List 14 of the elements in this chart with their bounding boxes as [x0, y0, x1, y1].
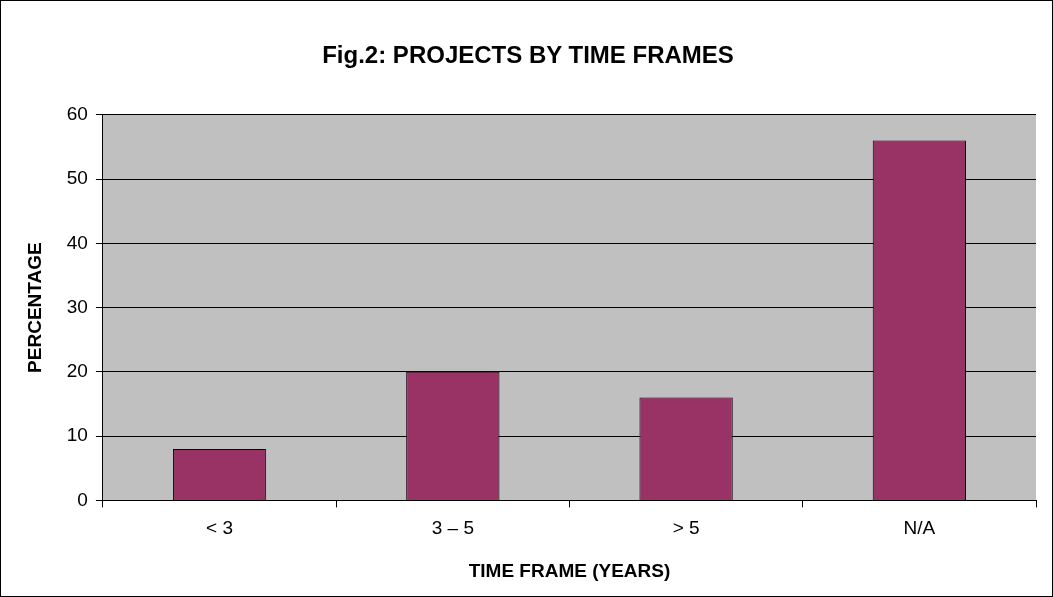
x-axis-title: TIME FRAME (YEARS)	[468, 559, 671, 581]
y-tick-label: 50	[66, 167, 88, 189]
y-tick-label: 60	[66, 103, 88, 125]
y-tick-label: 40	[66, 231, 88, 253]
x-tick-label: < 3	[206, 517, 234, 539]
x-tick-label: > 5	[672, 517, 700, 539]
y-tick-label: 20	[66, 360, 88, 382]
y-tick-label: 30	[66, 295, 88, 317]
y-tick-label: 0	[77, 488, 88, 510]
x-tick-label: 3 – 5	[431, 517, 474, 539]
x-tick-label: N/A	[903, 517, 936, 539]
y-tick-label: 10	[66, 424, 88, 446]
y-axis-title: PERCENTAGE	[23, 242, 45, 373]
chart-title: Fig.2: PROJECTS BY TIME FRAMES	[322, 41, 734, 69]
